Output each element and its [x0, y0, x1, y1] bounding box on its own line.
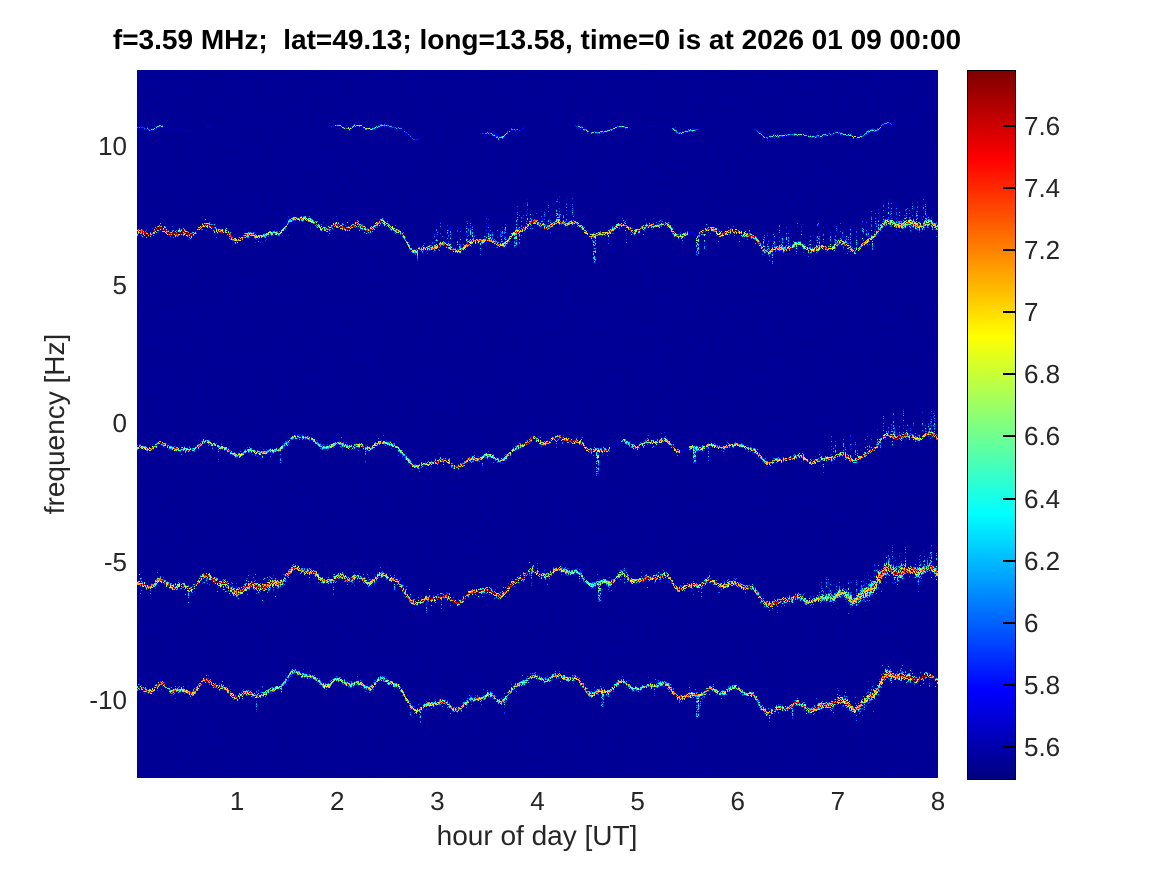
- colorbar-tick-mark: [1003, 683, 1015, 686]
- colorbar-tick-mark: [1003, 249, 1015, 252]
- y-tick-label: 10: [98, 131, 127, 162]
- colorbar-tick-label: 6.8: [1024, 359, 1061, 390]
- chart-title: f=3.59 MHz; lat=49.13; long=13.58, time=…: [112, 24, 962, 55]
- colorbar-tick-mark: [1003, 187, 1015, 189]
- colorbar-tick-mark: [1003, 373, 1015, 376]
- colorbar-tick-mark: [1003, 745, 1015, 748]
- colorbar-tick-label: 7.6: [1024, 110, 1061, 141]
- x-tick-label: 2: [330, 786, 345, 816]
- colorbar-tick-mark: [1003, 559, 1015, 562]
- x-tick-label: 3: [430, 786, 445, 816]
- x-tick-label: 8: [930, 786, 946, 816]
- colorbar-tick-label: 7.2: [1024, 235, 1061, 266]
- colorbar-tick-mark: [1003, 497, 1015, 500]
- x-tick-label: 6: [730, 786, 745, 816]
- colorbar-tick-label: 5.8: [1024, 669, 1061, 700]
- x-axis-label: hour of day [UT]: [436, 820, 638, 851]
- x-tick-label: 1: [229, 786, 245, 816]
- spectrogram-plot-canvas: [137, 70, 938, 778]
- colorbar-tick-label: 6: [1024, 607, 1039, 638]
- colorbar-tick-mark: [1003, 435, 1015, 438]
- x-tick-label: 4: [530, 786, 545, 816]
- x-tick-label: 7: [830, 786, 846, 816]
- y-tick-label: 0: [112, 408, 127, 439]
- y-tick-label: -10: [89, 685, 127, 716]
- colorbar-tick-label: 5.6: [1024, 731, 1061, 762]
- colorbar-tick-label: 6.4: [1024, 483, 1061, 514]
- colorbar-tick-mark: [1003, 311, 1015, 314]
- colorbar-tick-label: 7: [1024, 297, 1039, 328]
- colorbar-tick-label: 6.6: [1024, 421, 1061, 452]
- colorbar-tick-mark: [1003, 621, 1015, 624]
- x-tick-label: 5: [630, 786, 645, 816]
- colorbar-tick-mark: [1003, 124, 1015, 127]
- colorbar-tick-label: 6.2: [1024, 545, 1061, 576]
- colorbar-tick-label: 7.4: [1024, 173, 1061, 203]
- y-tick-label: -5: [103, 546, 127, 577]
- y-tick-label: 5: [112, 269, 127, 300]
- colorbar-canvas: [967, 70, 1016, 780]
